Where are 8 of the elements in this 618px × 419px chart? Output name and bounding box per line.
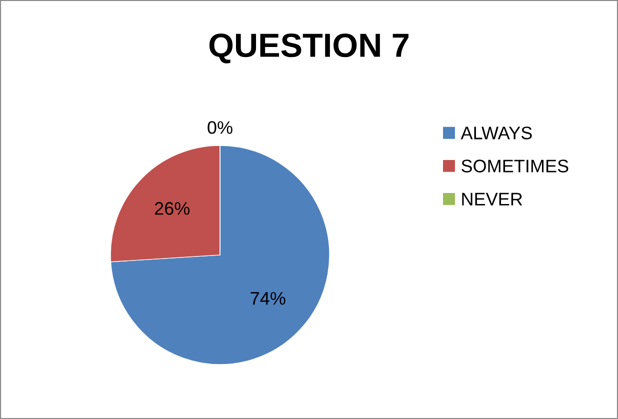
- data-label: 74%: [250, 292, 286, 305]
- legend-label: NEVER: [462, 192, 522, 206]
- data-label: 26%: [154, 202, 190, 215]
- chart-title: QUESTION 7: [209, 34, 408, 64]
- text: 0%: [208, 121, 232, 134]
- legend-label: ALWAYS: [460, 126, 532, 140]
- legend-label: SOMETIMES: [462, 160, 568, 172]
- pie-slice: [110, 145, 330, 365]
